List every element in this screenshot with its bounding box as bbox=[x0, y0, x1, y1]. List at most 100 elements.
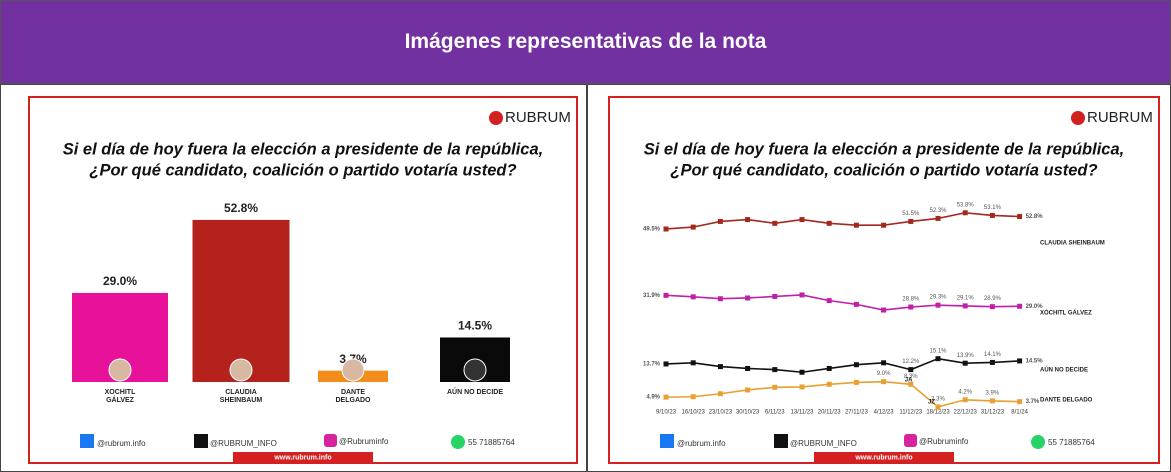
point bbox=[745, 387, 751, 393]
value-label: 49.5% bbox=[643, 227, 661, 233]
website: www.rubrum.info bbox=[273, 454, 331, 461]
facebook-handle: @rubrum.info bbox=[677, 439, 726, 448]
value-label: 3.9% bbox=[986, 390, 1000, 396]
value-label: 29.3% bbox=[929, 295, 947, 301]
x-tick-label: 23/10/23 bbox=[709, 410, 733, 416]
whatsapp-number: 55 71885764 bbox=[1048, 438, 1095, 447]
x-tick-label: 20/11/23 bbox=[818, 410, 842, 416]
category-label: CLAUDIA SHEINBAUM bbox=[220, 389, 263, 404]
point bbox=[690, 294, 696, 300]
point bbox=[962, 397, 968, 403]
x-tick-label: 11/12/23 bbox=[899, 410, 923, 416]
point bbox=[853, 301, 859, 307]
point bbox=[1017, 399, 1023, 405]
x-tick-label: 6/11/23 bbox=[765, 410, 785, 416]
value-label: 29.0% bbox=[103, 274, 137, 288]
chart-subtitle: ¿Por qué candidato, coalición o partido … bbox=[670, 161, 1097, 179]
facebook-icon bbox=[80, 434, 94, 448]
chart-title: Si el día de hoy fuera la elección a pre… bbox=[644, 140, 1125, 158]
point bbox=[881, 307, 887, 313]
category-label: XOCHITL GÁLVEZ bbox=[105, 389, 136, 404]
whatsapp-icon bbox=[451, 435, 465, 449]
point bbox=[663, 292, 669, 298]
value-label: 31.9% bbox=[643, 293, 661, 299]
value-label: 29.1% bbox=[957, 295, 975, 301]
point bbox=[881, 379, 887, 385]
point bbox=[1017, 303, 1023, 309]
series-line bbox=[665, 294, 1020, 311]
point bbox=[826, 298, 832, 304]
value-label: 13.7% bbox=[643, 362, 661, 368]
x-tick-label: 9/10/23 bbox=[656, 410, 677, 416]
facebook-handle: @rubrum.info bbox=[97, 439, 146, 448]
value-label: 4.9% bbox=[646, 395, 660, 401]
point bbox=[663, 361, 669, 367]
series-name: AÚN NO DECIDE bbox=[1040, 367, 1088, 374]
point bbox=[962, 303, 968, 309]
point bbox=[826, 381, 832, 387]
image-border bbox=[608, 96, 1160, 464]
candidate-photo bbox=[463, 358, 487, 382]
point bbox=[881, 360, 887, 366]
point bbox=[772, 293, 778, 299]
point bbox=[690, 394, 696, 400]
value-label: 14.5% bbox=[1026, 359, 1044, 365]
point bbox=[772, 384, 778, 390]
x-tick-label: 13/11/23 bbox=[791, 410, 815, 416]
point bbox=[853, 379, 859, 385]
bar-chart-image: RUBRUM Si el día de hoy fuera la elección… bbox=[28, 96, 578, 464]
value-label: 4.2% bbox=[958, 389, 972, 395]
point bbox=[935, 356, 941, 362]
point bbox=[908, 367, 914, 373]
x-tick-label: 4/12/23 bbox=[874, 410, 895, 416]
annotation: JZ bbox=[928, 400, 935, 406]
point bbox=[690, 360, 696, 366]
value-label: 28.9% bbox=[984, 296, 1002, 302]
value-label: 8.3% bbox=[904, 374, 918, 380]
value-label: 28.8% bbox=[902, 297, 920, 303]
point bbox=[799, 384, 805, 390]
point bbox=[717, 218, 723, 224]
whatsapp-number: 55 71885764 bbox=[468, 438, 515, 447]
point bbox=[989, 304, 995, 310]
series-line bbox=[665, 211, 1020, 230]
x-icon bbox=[194, 434, 208, 448]
point bbox=[826, 220, 832, 226]
value-label: 15.1% bbox=[929, 348, 947, 354]
x-tick-label: 22/12/23 bbox=[954, 410, 978, 416]
candidate-photo bbox=[108, 358, 132, 382]
point bbox=[935, 404, 941, 410]
value-label: 14.1% bbox=[984, 352, 1002, 358]
category-label: AÚN NO DECIDE bbox=[447, 387, 503, 396]
point bbox=[989, 398, 995, 404]
point bbox=[717, 296, 723, 302]
brand-logo bbox=[489, 111, 503, 125]
point bbox=[908, 218, 914, 224]
x-tick-label: 18/12/23 bbox=[926, 410, 950, 416]
value-label: 13.9% bbox=[957, 353, 975, 359]
value-label: 52.3% bbox=[929, 208, 947, 214]
x-tick-label: 30/10/23 bbox=[736, 410, 760, 416]
category-label: DANTE DELGADO bbox=[336, 389, 372, 404]
instagram-handle: @Rubruminfo bbox=[339, 437, 389, 446]
value-label: 52.8% bbox=[1026, 214, 1044, 220]
value-label: 3.7% bbox=[1026, 399, 1040, 405]
header-title: Imágenes representativas de la nota bbox=[0, 0, 1171, 84]
value-label: 51.5% bbox=[902, 211, 920, 217]
x-tick-label: 8/1/24 bbox=[1011, 410, 1028, 416]
candidate-photo bbox=[229, 358, 253, 382]
point bbox=[799, 369, 805, 375]
chart-title: Si el día de hoy fuera la elección a pre… bbox=[63, 140, 544, 158]
series-line bbox=[665, 380, 1020, 408]
annotation: JA bbox=[905, 377, 913, 383]
point bbox=[853, 362, 859, 368]
x-icon bbox=[774, 434, 788, 448]
point bbox=[772, 220, 778, 226]
point bbox=[1017, 214, 1023, 220]
brand-logo bbox=[1071, 111, 1085, 125]
point bbox=[826, 365, 832, 371]
facebook-icon bbox=[660, 434, 674, 448]
series-name: CLAUDIA SHEINBAUM bbox=[1040, 241, 1105, 247]
value-label: 14.5% bbox=[458, 319, 492, 333]
